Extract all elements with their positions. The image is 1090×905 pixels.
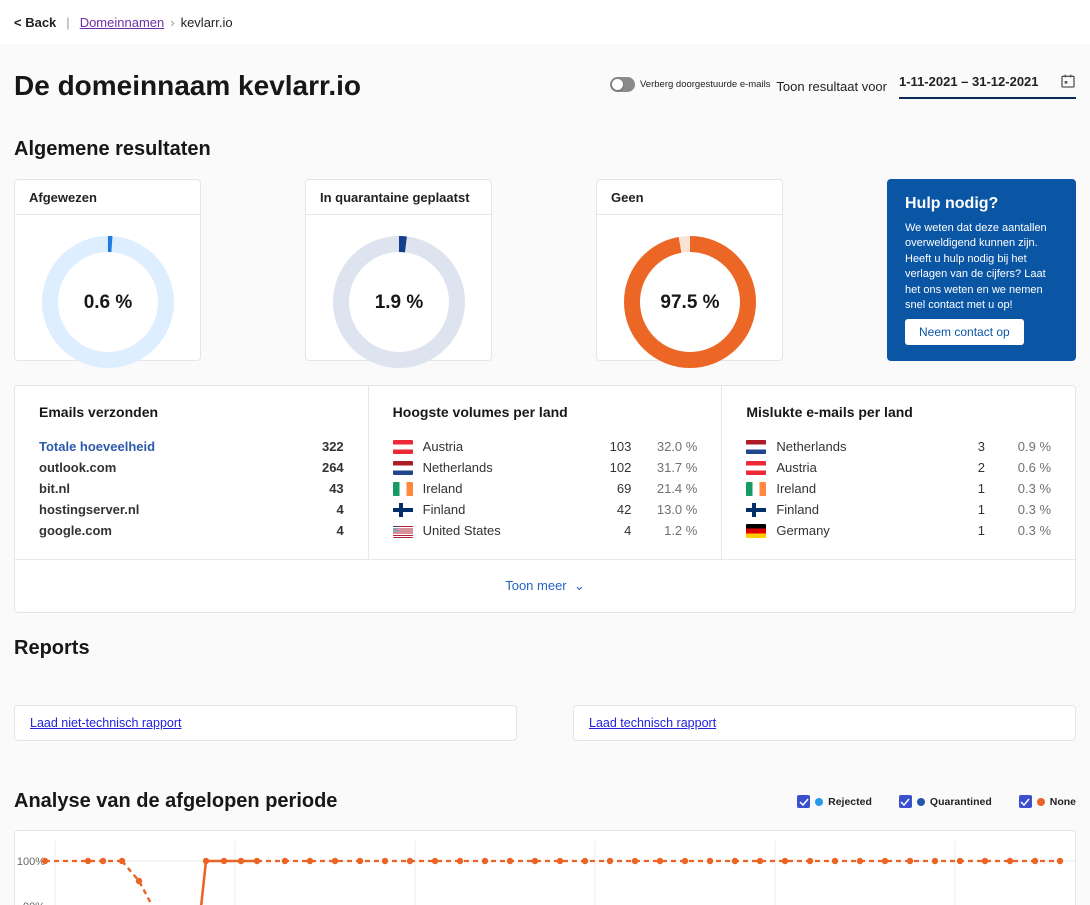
svg-text:0.6 %: 0.6 % — [83, 292, 132, 313]
svg-text:1.9 %: 1.9 % — [374, 292, 423, 313]
svg-text:100%: 100% — [17, 856, 45, 868]
svg-text:90%: 90% — [23, 901, 45, 905]
svg-text:97.5 %: 97.5 % — [660, 292, 719, 313]
